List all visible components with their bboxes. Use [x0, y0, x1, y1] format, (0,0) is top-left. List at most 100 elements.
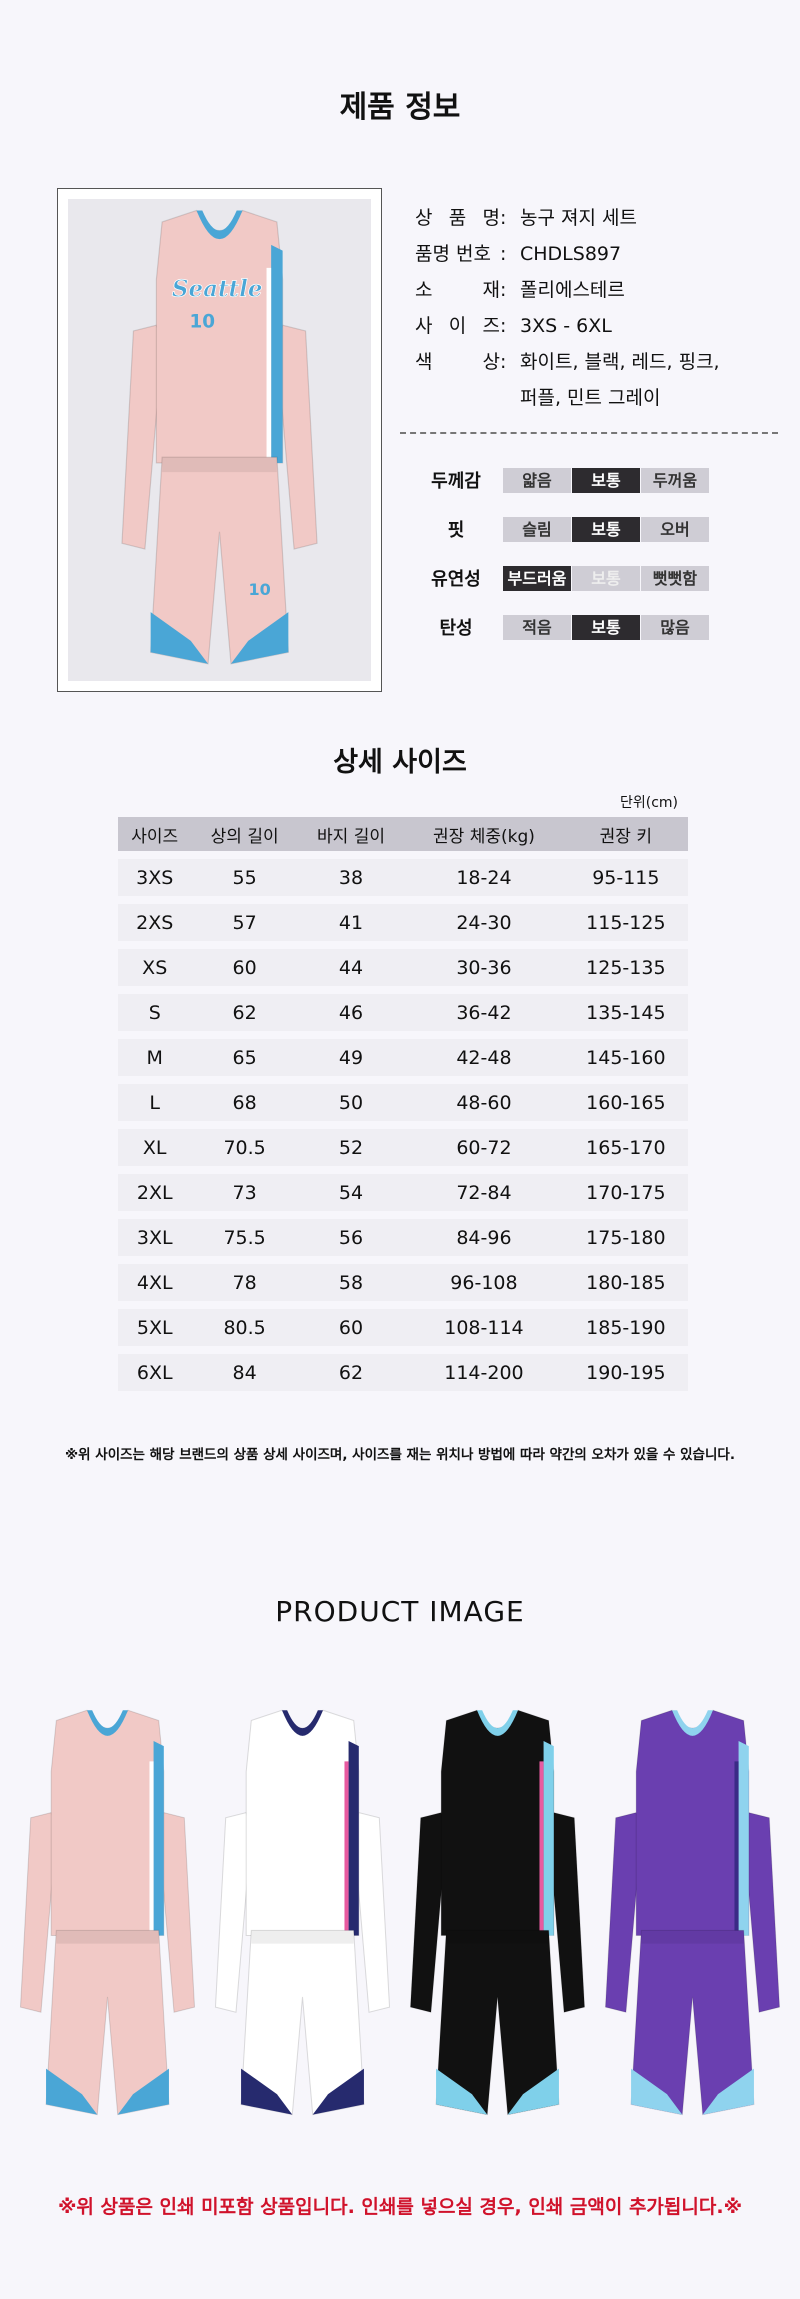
shorts-trim-left: [631, 2068, 683, 2115]
table-row: 5XL 80.5 60 108-114 185-190: [118, 1309, 688, 1346]
size-table: 사이즈 상의 길이 바지 길이 권장 체중(kg) 권장 키 3XS 55 38 18-24 95…: [118, 809, 688, 1399]
jersey-image: Seattle 10 10: [121, 209, 318, 665]
table-cell: 42-48: [404, 1039, 564, 1076]
jersey-top: [155, 209, 284, 464]
table-cell: 2XS: [118, 904, 192, 941]
side-stripe: [271, 244, 283, 463]
jersey-top: [50, 1709, 165, 1936]
divider: [400, 432, 778, 434]
shorts-trim-right: [507, 2068, 559, 2115]
table-row: L 68 50 48-60 160-165: [118, 1084, 688, 1121]
table-cell: XL: [118, 1129, 192, 1166]
table-cell: 6XL: [118, 1354, 192, 1391]
info-value: 3XS - 6XL: [520, 315, 612, 337]
table-cell: 185-190: [563, 1309, 688, 1346]
jersey-top: [440, 1709, 555, 1936]
table-cell: 3XL: [118, 1219, 192, 1256]
attribute-option: 부드러움: [503, 565, 571, 591]
attribute-option: 많음: [641, 614, 709, 640]
info-key-part: 사: [415, 315, 433, 337]
table-cell: 4XL: [118, 1264, 192, 1301]
info-key-part: 상: [415, 207, 433, 229]
shorts-trim-left: [46, 2068, 98, 2115]
table-cell: 48-60: [404, 1084, 564, 1121]
column-header: 권장 체중(kg): [404, 817, 564, 851]
table-cell: 70.5: [191, 1129, 298, 1166]
attribute-option: 슬림: [503, 516, 571, 542]
side-stripe: [738, 1740, 749, 1936]
table-cell: 41: [297, 904, 405, 941]
info-key-part: 소: [415, 279, 433, 301]
table-cell: 125-135: [563, 949, 688, 986]
attribute-option: 뻣뻣함: [641, 565, 709, 591]
table-cell: 18-24: [404, 859, 564, 896]
table-cell: 52: [297, 1129, 405, 1166]
size-title: 상세 사이즈: [333, 747, 467, 778]
variant-jersey-image: [19, 1709, 196, 2116]
attribute-option: 보통: [572, 565, 640, 591]
side-accent: [539, 1761, 544, 1936]
shorts-trim-right: [702, 2068, 754, 2115]
table-cell: 180-185: [563, 1264, 688, 1301]
column-header: 권장 키: [563, 817, 688, 851]
shorts-trim-left: [150, 612, 209, 664]
unit-label: 단위(cm): [620, 795, 679, 811]
shorts-number: 10: [248, 580, 270, 599]
table-row: S 62 46 36-42 135-145: [118, 994, 688, 1031]
attribute-option: 적음: [503, 614, 571, 640]
table-cell: 68: [191, 1084, 298, 1121]
collar: [196, 210, 243, 240]
info-value: 농구 져지 세트: [520, 207, 637, 229]
attribute-option: 오버: [641, 516, 709, 542]
table-cell: 49: [297, 1039, 405, 1076]
table-row: M 65 49 42-48 145-160: [118, 1039, 688, 1076]
table-row: 4XL 78 58 96-108 180-185: [118, 1264, 688, 1301]
info-key: [415, 380, 500, 416]
table-cell: 75.5: [191, 1219, 298, 1256]
info-key-part: 즈: [482, 315, 500, 337]
table-cell: 3XS: [118, 859, 192, 896]
attribute-option: 얇음: [503, 467, 571, 493]
variant-jersey-image: [409, 1709, 586, 2116]
shorts-trim-left: [241, 2068, 293, 2115]
table-row: XL 70.5 52 60-72 165-170: [118, 1129, 688, 1166]
table-cell: 95-115: [563, 859, 688, 896]
side-stripe: [348, 1740, 359, 1936]
table-cell: 44: [297, 949, 405, 986]
attribute-option: 보통: [572, 614, 640, 640]
table-cell: 60: [297, 1309, 405, 1346]
attribute-label: 두께감: [431, 471, 481, 492]
size-note: ※위 사이즈는 해당 브랜드의 상품 상세 사이즈며, 사이즈를 재는 위치나 …: [65, 1447, 735, 1463]
print-note: ※위 상품은 인쇄 미포함 상품입니다. 인쇄를 넣으실 경우, 인쇄 금액이 …: [57, 2196, 743, 2218]
table-cell: 50: [297, 1084, 405, 1121]
table-cell: 57: [191, 904, 298, 941]
info-value: 퍼플, 민트 그레이: [520, 387, 661, 409]
table-cell: 54: [297, 1174, 405, 1211]
table-cell: 5XL: [118, 1309, 192, 1346]
shorts-trim-right: [230, 612, 289, 664]
side-stripe: [153, 1740, 164, 1936]
table-row: 3XL 75.5 56 84-96 175-180: [118, 1219, 688, 1256]
jersey-number: 10: [190, 312, 216, 333]
waistband: [641, 1930, 744, 1944]
shorts-trim-right: [312, 2068, 364, 2115]
waistband: [162, 457, 277, 473]
collar: [477, 1710, 518, 1736]
side-accent: [266, 267, 272, 463]
attribute-option: 보통: [572, 467, 640, 493]
attribute-label: 탄성: [439, 618, 473, 639]
table-cell: 62: [191, 994, 298, 1031]
table-cell: 46: [297, 994, 405, 1031]
table-cell: 84-96: [404, 1219, 564, 1256]
jersey-top: [245, 1709, 360, 1936]
product-photo: Seattle 10 10: [57, 188, 382, 692]
info-key-part: 명: [482, 207, 500, 229]
table-row: 3XS 55 38 18-24 95-115: [118, 859, 688, 896]
info-key-part: 상: [482, 351, 500, 373]
team-name: Seattle: [172, 276, 263, 303]
